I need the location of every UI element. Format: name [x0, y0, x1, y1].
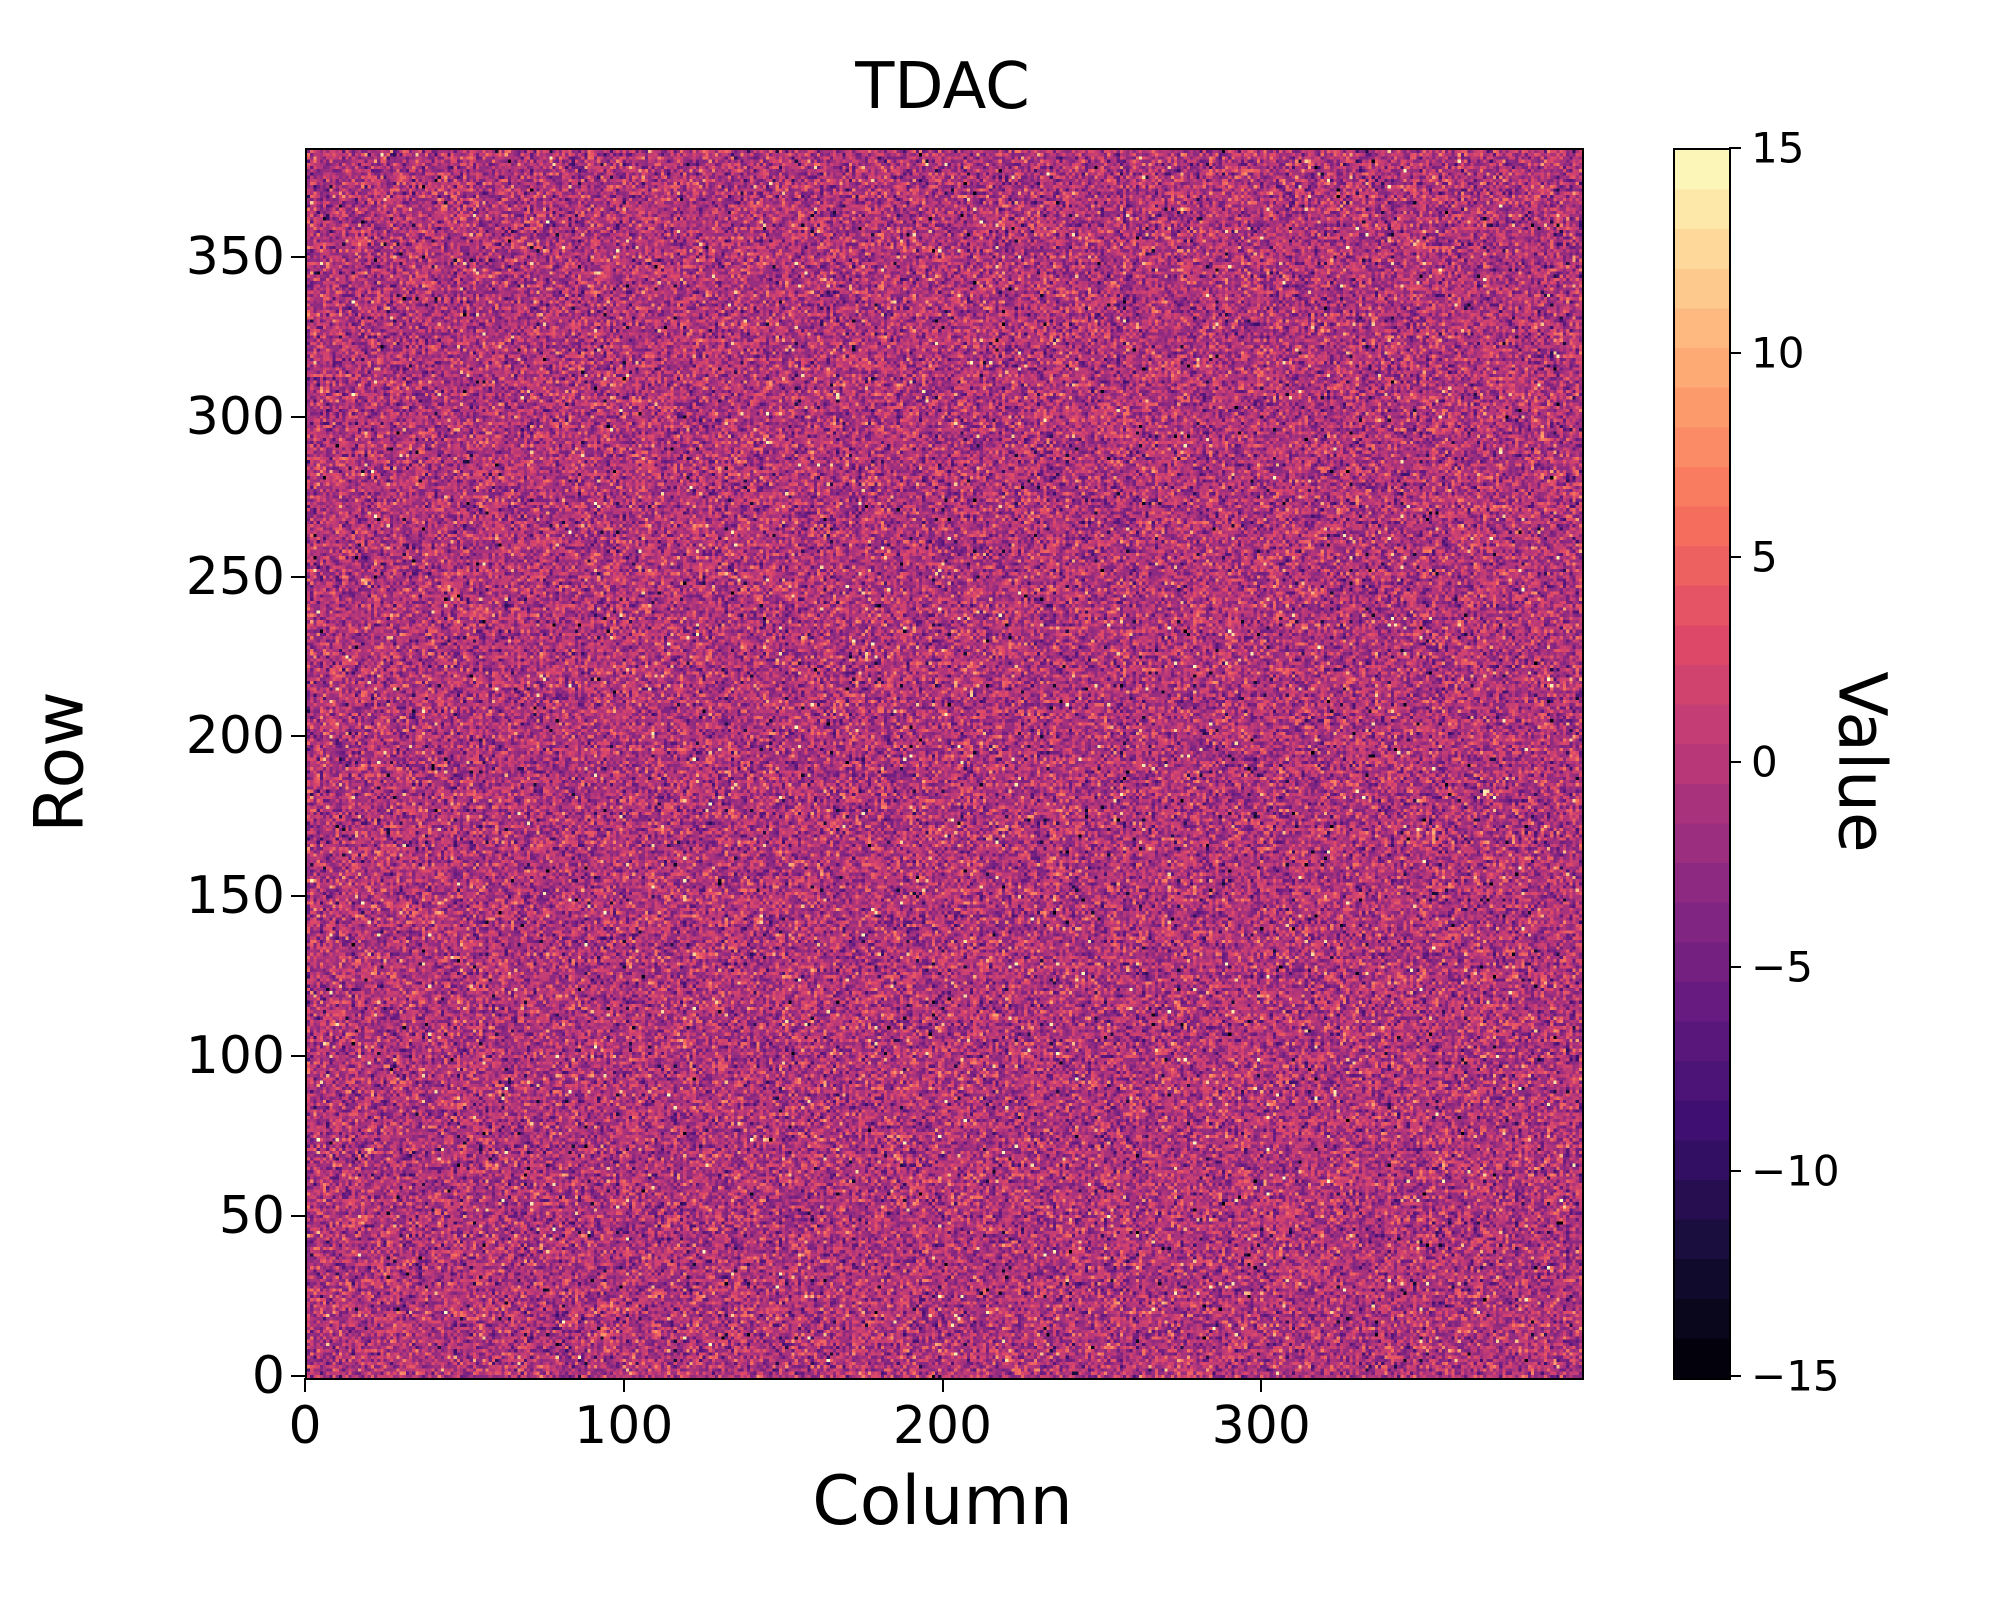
x-axis-label: Column [812, 1462, 1073, 1541]
y-tick-mark [291, 735, 305, 738]
colorbar-label: Value [1823, 671, 1901, 853]
y-tick-label: 150 [185, 866, 285, 927]
colorbar-tick-mark [1729, 965, 1741, 968]
y-tick-label: 250 [185, 546, 285, 607]
y-tick-label: 100 [185, 1026, 285, 1087]
x-tick-label: 0 [288, 1396, 322, 1456]
colorbar-tick-mark [1729, 1170, 1741, 1173]
heatmap-plot-area [305, 148, 1584, 1380]
y-tick-mark [291, 895, 305, 898]
x-tick-mark [304, 1378, 306, 1392]
colorbar-tick-mark [1729, 1375, 1741, 1377]
x-tick-mark [941, 1378, 944, 1392]
colorbar-tick-label: −5 [1751, 942, 1813, 992]
colorbar-tick-label: 0 [1751, 737, 1778, 787]
y-tick-label: 200 [185, 706, 285, 767]
heatmap-canvas [307, 150, 1582, 1378]
x-tick-label: 300 [1211, 1396, 1311, 1456]
colorbar-tick-label: −15 [1751, 1351, 1840, 1401]
y-tick-mark [291, 1375, 305, 1377]
colorbar-tick-label: 5 [1751, 532, 1778, 582]
y-tick-mark [291, 1055, 305, 1058]
y-tick-mark [291, 575, 305, 578]
colorbar-tick-mark [1729, 761, 1741, 763]
chart-title: TDAC [855, 50, 1030, 124]
colorbar-tick-label: −10 [1751, 1146, 1840, 1196]
x-tick-label: 200 [892, 1396, 993, 1456]
colorbar-tick-mark [1729, 556, 1741, 559]
colorbar-tick-mark [1729, 351, 1741, 354]
colorbar-canvas [1675, 150, 1729, 1378]
y-tick-mark [291, 255, 305, 258]
x-tick-mark [622, 1378, 625, 1392]
x-tick-mark [1260, 1378, 1263, 1392]
colorbar-tick-label: 10 [1751, 328, 1805, 378]
y-tick-mark [291, 415, 305, 418]
y-tick-label: 0 [251, 1346, 285, 1406]
y-tick-mark [291, 1215, 305, 1218]
y-tick-label: 350 [185, 226, 285, 287]
y-tick-label: 300 [185, 386, 285, 447]
colorbar-tick-label: 15 [1751, 123, 1805, 173]
y-tick-label: 50 [218, 1186, 285, 1247]
x-tick-label: 100 [574, 1396, 674, 1456]
colorbar [1673, 148, 1731, 1380]
colorbar-tick-mark [1729, 147, 1741, 149]
